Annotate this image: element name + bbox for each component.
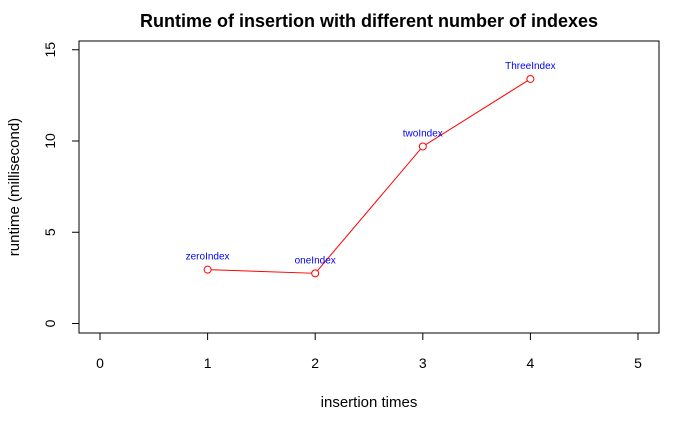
series-line-segment	[314, 146, 424, 274]
x-tick-label: 3	[419, 355, 427, 371]
y-tick-label: 5	[42, 228, 58, 236]
chart-title: Runtime of insertion with different numb…	[140, 11, 598, 31]
data-point-label: zeroIndex	[186, 252, 230, 263]
data-point	[526, 74, 535, 83]
data-point-label: ThreeIndex	[505, 61, 556, 72]
y-tick-label: 15	[42, 42, 58, 58]
x-tick-label: 0	[96, 355, 104, 371]
x-tick-label: 4	[527, 355, 535, 371]
data-point	[418, 142, 427, 151]
data-point	[203, 265, 212, 274]
plot-area-frame	[78, 40, 660, 334]
series-layer: zeroIndex oneIndex twoIndex ThreeIndex	[186, 61, 556, 278]
data-point-label: oneIndex	[295, 255, 336, 266]
x-tick-label: 1	[204, 355, 212, 371]
data-point-label: twoIndex	[403, 128, 443, 139]
x-tick-label: 5	[634, 355, 642, 371]
x-axis: 0 1 2 3 4 5	[96, 332, 642, 371]
y-tick-label: 10	[42, 133, 58, 149]
data-point	[311, 269, 320, 278]
y-axis-title: runtime (millisecond)	[6, 118, 23, 256]
y-axis: 0 5 10 15	[42, 42, 80, 327]
y-tick-label: 0	[42, 319, 58, 327]
series-line-segment	[207, 269, 316, 274]
x-tick-label: 2	[311, 355, 319, 371]
x-axis-title: insertion times	[321, 394, 418, 411]
series-line-segment	[422, 78, 531, 147]
